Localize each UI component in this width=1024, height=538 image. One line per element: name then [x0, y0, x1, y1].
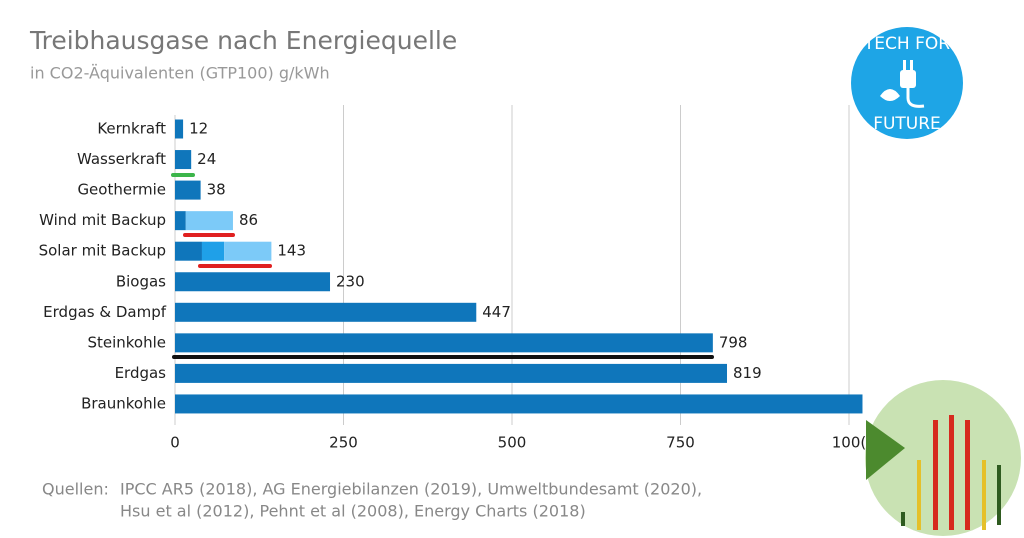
bar-segment	[224, 241, 272, 261]
data-label: 447	[482, 303, 511, 321]
x-tick-label: 500	[498, 434, 527, 452]
source-line: Hsu et al (2012), Pehnt et al (2008), En…	[120, 502, 586, 521]
y-tick-label: Erdgas	[115, 364, 167, 382]
x-tick-label: 0	[170, 434, 180, 452]
x-tick-label: 750	[666, 434, 695, 452]
bar-segment	[175, 272, 331, 292]
logo: TECH FOR FUTURE	[851, 27, 963, 139]
decor-image	[865, 380, 1021, 536]
data-label: 24	[197, 150, 216, 168]
y-tick-label: Braunkohle	[81, 394, 166, 412]
data-label: 819	[733, 364, 762, 382]
x-tick-label: 100(	[832, 434, 866, 452]
source-line: IPCC AR5 (2018), AG Energiebilanzen (201…	[120, 480, 702, 499]
plot: 0 250 500 750 100( Kernkraft 12 Wasserkraft 24 Ge…	[39, 105, 866, 452]
source-label: Quellen:	[42, 480, 109, 499]
bar-segment	[175, 333, 713, 353]
data-label: 143	[277, 242, 306, 260]
bar-segment	[175, 150, 192, 170]
bar-segment	[175, 241, 202, 261]
bar-segment	[175, 363, 728, 383]
bar-segment	[175, 302, 477, 322]
y-tick-label: Solar mit Backup	[39, 242, 166, 260]
x-tick-label: 250	[329, 434, 358, 452]
bar-segment	[175, 119, 184, 139]
logo-text: TECH FOR	[863, 34, 950, 54]
y-tick-label: Steinkohle	[87, 333, 166, 351]
data-label: 38	[207, 181, 226, 199]
y-tick-label: Erdgas & Dampf	[43, 303, 167, 321]
data-label: 798	[719, 333, 748, 351]
chart-title: Treibhausgase nach Energiequelle	[29, 26, 457, 55]
data-label: 86	[239, 211, 258, 229]
bar-segment	[185, 211, 233, 231]
y-tick-label: Geothermie	[77, 181, 166, 199]
y-tick-label: Wasserkraft	[77, 150, 166, 168]
data-label: 12	[189, 120, 208, 138]
bar-segment	[175, 394, 863, 414]
data-label: 230	[336, 272, 365, 290]
y-tick-label: Biogas	[116, 272, 166, 290]
y-tick-label: Kernkraft	[97, 120, 166, 138]
bar-segment	[175, 180, 201, 200]
logo-text: FUTURE	[873, 114, 941, 134]
chart-subtitle: in CO2-Äquivalenten (GTP100) g/kWh	[30, 64, 330, 83]
y-tick-label: Wind mit Backup	[39, 211, 166, 229]
bar-segment	[201, 241, 225, 261]
bar-segment	[175, 211, 186, 231]
